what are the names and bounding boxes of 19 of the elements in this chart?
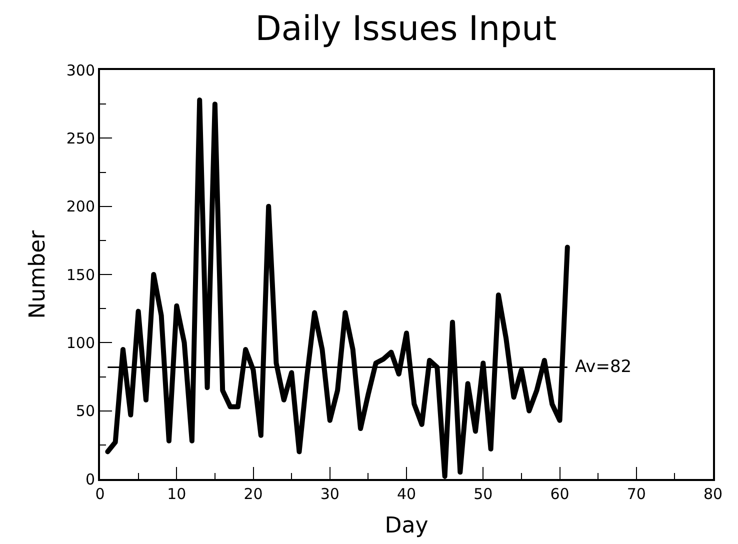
y-tick-label: 150 bbox=[66, 266, 95, 284]
x-tick-label: 50 bbox=[474, 485, 493, 503]
y-tick-label: 100 bbox=[66, 334, 95, 352]
y-tick-label: 250 bbox=[66, 129, 95, 148]
y-tick-label: 300 bbox=[66, 61, 95, 80]
x-tick-label: 20 bbox=[244, 485, 263, 503]
x-tick-label: 10 bbox=[167, 485, 186, 503]
y-tick-label: 200 bbox=[66, 198, 95, 216]
x-tick-label: 40 bbox=[396, 485, 416, 503]
x-tick-label: 70 bbox=[626, 485, 646, 503]
x-tick-label: 30 bbox=[320, 485, 340, 503]
y-axis-title: Number bbox=[26, 229, 51, 319]
y-tick-label: 50 bbox=[76, 402, 95, 420]
chart-title: Daily Issues Input bbox=[255, 9, 557, 50]
x-tick-label: 60 bbox=[550, 485, 570, 503]
ref-line-label: Av=82 bbox=[575, 357, 632, 377]
y-tick-label: 0 bbox=[85, 470, 95, 488]
x-tick-label: 80 bbox=[703, 485, 723, 503]
x-axis-title: Day bbox=[384, 513, 428, 538]
